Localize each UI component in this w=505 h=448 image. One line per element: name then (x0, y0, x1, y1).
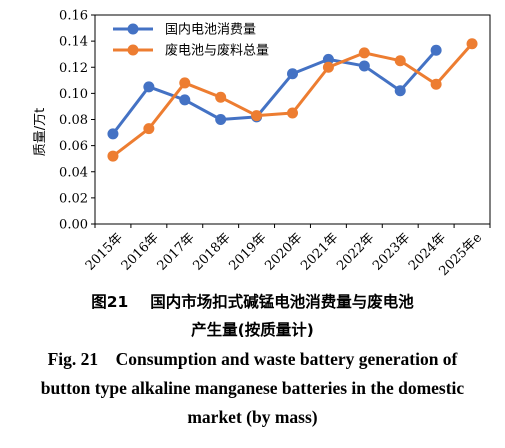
figure-caption-en-line3: market (by mass) (187, 407, 318, 427)
data-point (394, 85, 406, 97)
y-tick-label: 0.06 (59, 139, 88, 154)
data-point (143, 81, 155, 93)
x-tick-label: 2020年 (262, 230, 305, 273)
x-tick-label: 2018年 (191, 230, 234, 273)
legend-marker (127, 44, 139, 56)
data-point (322, 61, 334, 73)
data-point (107, 150, 119, 162)
y-tick-label: 0.10 (59, 87, 88, 102)
data-point (215, 91, 227, 103)
figure-title-cn: 国内市场扣式碱锰电池消费量与废电池 (150, 293, 414, 311)
series-group (107, 38, 478, 162)
figure-number: 图21 (91, 293, 129, 311)
figure-caption-en-line1: Fig. 21 Consumption and waste battery ge… (47, 349, 458, 369)
data-point (143, 123, 155, 135)
data-point (358, 60, 370, 72)
data-point (179, 77, 191, 89)
series-group (107, 44, 442, 140)
figure-caption-en-line2: button type alkaline manganese batteries… (40, 378, 465, 398)
data-point (394, 55, 406, 67)
legend-marker (127, 23, 139, 35)
x-tick-label: 2015年 (83, 230, 126, 273)
y-tick-label: 0.16 (59, 9, 88, 24)
x-tick-label: 2017年 (155, 230, 198, 273)
figure-caption-cn-line2: 产生量(按质量计) (191, 321, 314, 339)
data-point (107, 128, 119, 140)
data-point (215, 114, 227, 125)
data-point (251, 110, 263, 122)
y-axis-label: 质量/万t (33, 108, 48, 156)
x-tick-label: 2023年 (370, 230, 413, 273)
data-point (466, 38, 478, 50)
x-tick-label: 2022年 (334, 230, 377, 273)
y-tick-label: 0.14 (59, 35, 88, 50)
y-tick-label: 0.00 (59, 218, 88, 233)
x-tick-label: 2019年 (226, 230, 269, 273)
series (107, 38, 478, 162)
series-line (111, 49, 438, 135)
data-point (358, 47, 370, 59)
series-line (112, 42, 474, 158)
x-tick-label: 2016年 (119, 230, 162, 273)
data-point (287, 68, 298, 80)
line-chart: 0.00 0.02 0.04 0.06 0.08 0.10 0.12 0.14 0.16 2015… (33, 9, 491, 279)
data-point (322, 53, 334, 65)
data-point (430, 78, 442, 90)
figure-caption-cn-line1: 图21 国内市场扣式碱锰电池消费量与废电池 (0, 290, 505, 312)
x-tick-label: 2021年 (298, 230, 341, 273)
data-point (430, 44, 442, 56)
data-point (287, 107, 298, 119)
legend-label: 废电池与废料总量 (165, 43, 269, 59)
y-tick-label: 0.04 (59, 165, 88, 180)
y-tick-label: 0.08 (59, 113, 88, 128)
y-tick-label: 0.02 (59, 191, 88, 206)
legend-label: 国内电池消费量 (165, 22, 256, 38)
data-point (179, 94, 191, 106)
y-tick-label: 0.12 (59, 61, 88, 76)
